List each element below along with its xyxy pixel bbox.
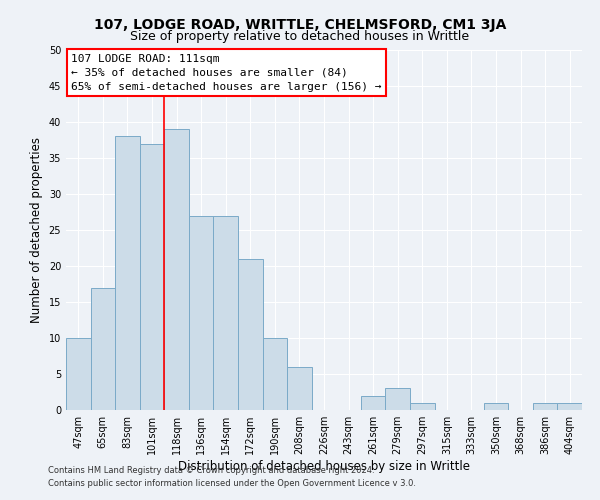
Bar [115, 136, 140, 410]
Bar [238, 259, 263, 410]
Bar [140, 144, 164, 410]
Bar [385, 388, 410, 410]
Bar [484, 403, 508, 410]
Bar [557, 403, 582, 410]
Bar [361, 396, 385, 410]
Bar [533, 403, 557, 410]
Bar [66, 338, 91, 410]
Bar [214, 216, 238, 410]
X-axis label: Distribution of detached houses by size in Writtle: Distribution of detached houses by size … [178, 460, 470, 473]
Text: Contains HM Land Registry data © Crown copyright and database right 2024.
Contai: Contains HM Land Registry data © Crown c… [48, 466, 416, 487]
Text: 107, LODGE ROAD, WRITTLE, CHELMSFORD, CM1 3JA: 107, LODGE ROAD, WRITTLE, CHELMSFORD, CM… [94, 18, 506, 32]
Bar [91, 288, 115, 410]
Bar [287, 367, 312, 410]
Bar [189, 216, 214, 410]
Text: 107 LODGE ROAD: 111sqm
← 35% of detached houses are smaller (84)
65% of semi-det: 107 LODGE ROAD: 111sqm ← 35% of detached… [71, 54, 382, 92]
Text: Size of property relative to detached houses in Writtle: Size of property relative to detached ho… [130, 30, 470, 43]
Bar [410, 403, 434, 410]
Y-axis label: Number of detached properties: Number of detached properties [30, 137, 43, 323]
Bar [164, 129, 189, 410]
Bar [263, 338, 287, 410]
